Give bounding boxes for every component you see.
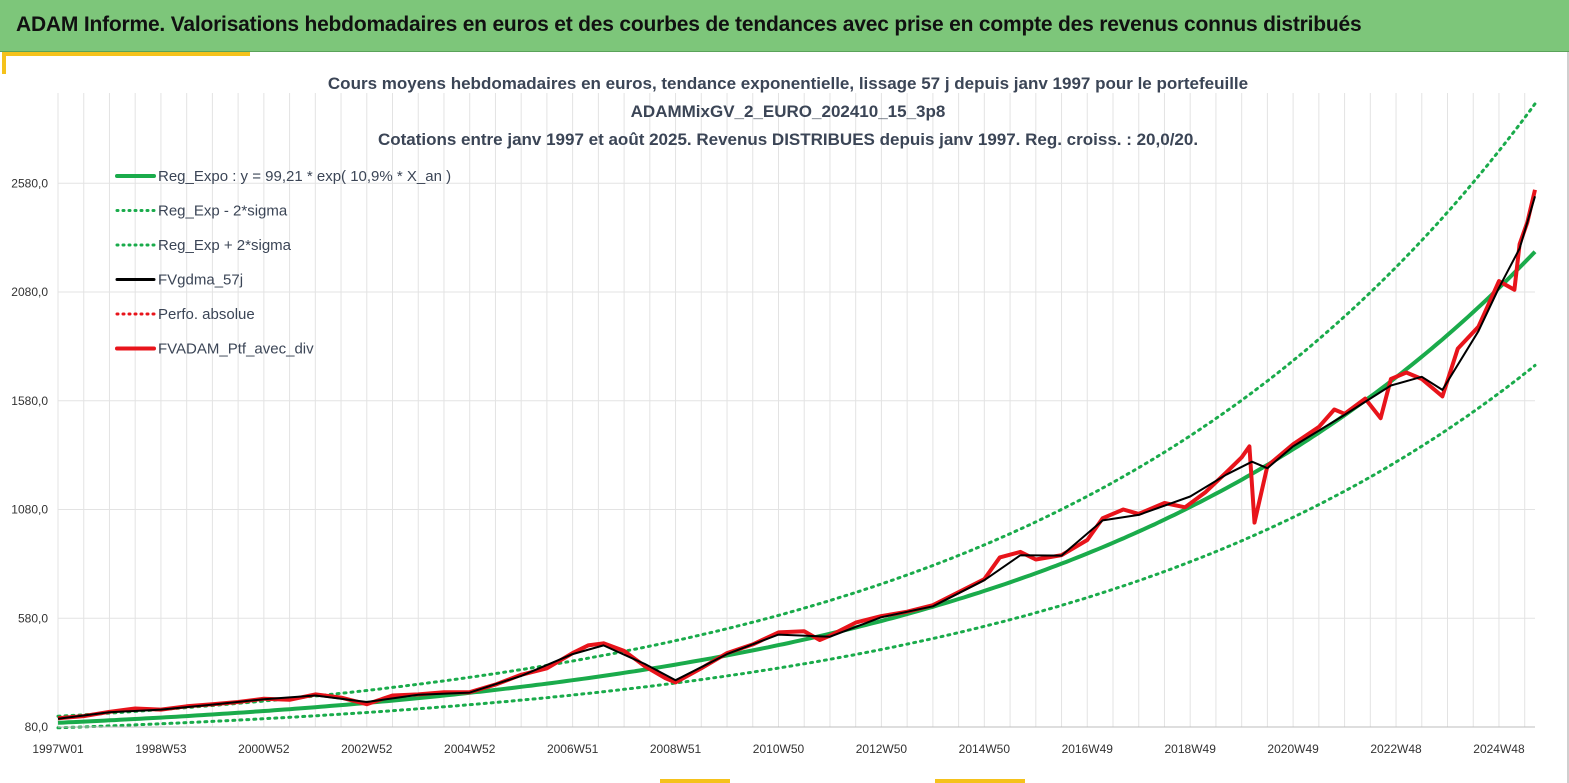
y-tick-label: 1080,0: [11, 503, 48, 517]
accent-strip: [935, 779, 1025, 783]
x-tick-label: 2018W49: [1165, 742, 1217, 756]
x-tick-label: 2004W52: [444, 742, 496, 756]
chart-title-line: Cotations entre janv 1997 et août 2025. …: [378, 130, 1198, 149]
reg-exp-minus-2sigma-line: [56, 363, 1537, 730]
y-tick-label: 2580,0: [11, 176, 48, 190]
legend: Reg_Expo : y = 99,21 * exp( 10,9% * X_an…: [115, 168, 451, 358]
report-title: ADAM Informe. Valorisations hebdomadaire…: [16, 13, 1362, 36]
x-tick-label: 2008W51: [650, 742, 702, 756]
x-tick-label: 2010W50: [753, 742, 805, 756]
chart-title-line: Cours moyens hebdomadaires en euros, ten…: [328, 74, 1248, 93]
x-tick-label: 1997W01: [32, 742, 84, 756]
grid-lines: [57, 93, 1535, 728]
y-tick-label: 80,0: [25, 720, 49, 734]
legend-label: FVgdma_57j: [158, 272, 243, 289]
y-tick-label: 580,0: [18, 611, 48, 625]
legend-label: FVADAM_Ptf_avec_div: [158, 341, 314, 358]
accent-bar: [2, 52, 250, 56]
chart-area: Cours moyens hebdomadaires en euros, ten…: [0, 52, 1569, 783]
x-tick-label: 2012W50: [856, 742, 908, 756]
chart-svg: Cours moyens hebdomadaires en euros, ten…: [11, 74, 1537, 756]
fvadam-ptf-avec-div-line: [57, 189, 1537, 721]
chart-title-line: ADAMMixGV_2_EURO_202410_15_3p8: [631, 102, 946, 121]
legend-label: Reg_Exp + 2*sigma: [158, 237, 292, 254]
series-lines: [56, 102, 1537, 730]
x-tick-label: 2016W49: [1062, 742, 1114, 756]
legend-label: Perfo. absolue: [158, 306, 255, 323]
accent-bar-vertical: [2, 52, 6, 74]
fvgdma-57j-line: [57, 196, 1536, 720]
axes: 80,0 580,0 1080,0 1580,0 2080,0 2580,0 1997W01…: [11, 176, 1535, 756]
reg-exp-plus-2sigma-line: [56, 102, 1537, 718]
y-tick-label: 1580,0: [11, 394, 48, 408]
x-tick-label: 1998W53: [135, 742, 187, 756]
x-tick-label: 2020W49: [1267, 742, 1319, 756]
report-banner: ADAM Informe. Valorisations hebdomadaire…: [0, 0, 1569, 52]
x-tick-label: 2000W52: [238, 742, 290, 756]
x-tick-label: 2002W52: [341, 742, 393, 756]
legend-label: Reg_Exp - 2*sigma: [158, 203, 288, 220]
x-tick-label: 2006W51: [547, 742, 599, 756]
x-tick-label: 2022W48: [1370, 742, 1422, 756]
reg-expo-line: [57, 250, 1537, 725]
legend-label: Reg_Expo : y = 99,21 * exp( 10,9% * X_an…: [158, 168, 451, 185]
x-tick-label: 2014W50: [959, 742, 1011, 756]
accent-strip: [660, 779, 730, 783]
y-tick-label: 2080,0: [11, 285, 48, 299]
x-tick-label: 2024W48: [1473, 742, 1525, 756]
chart-title: Cours moyens hebdomadaires en euros, ten…: [328, 74, 1248, 149]
